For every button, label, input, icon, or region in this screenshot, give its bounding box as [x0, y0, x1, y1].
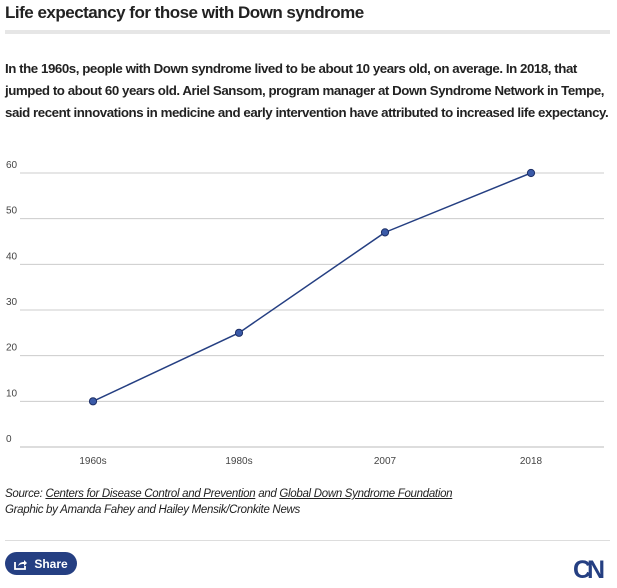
y-tick-label: 60 — [6, 160, 18, 171]
y-tick-label: 50 — [6, 206, 18, 217]
title-divider — [5, 30, 610, 34]
gdsf-link[interactable]: Global Down Syndrome Foundation — [279, 488, 453, 500]
credit-line: Graphic by Amanda Fahey and Hailey Mensi… — [5, 504, 300, 516]
x-tick-label: 1960s — [79, 456, 106, 467]
source-and: and — [255, 488, 280, 500]
y-tick-label: 30 — [6, 297, 18, 308]
data-point — [380, 228, 390, 237]
share-icon — [14, 559, 28, 570]
line-chart: 0 10 20 30 40 50 60 1960s 1980s 2007 2018 — [6, 160, 604, 467]
chart-title: Life expectancy for those with Down synd… — [5, 3, 364, 22]
data-point — [88, 397, 98, 406]
series-line — [92, 172, 532, 403]
x-tick-label: 1980s — [225, 456, 252, 467]
source-note: Source: Centers for Disease Control and … — [5, 486, 453, 518]
data-point — [234, 328, 244, 337]
x-tick-label: 2007 — [374, 456, 397, 467]
x-tick-label: 2018 — [520, 456, 543, 467]
y-tick-label: 10 — [6, 388, 18, 399]
data-point — [526, 168, 536, 178]
cronkite-news-logo: CN — [573, 556, 605, 584]
y-tick-label: 40 — [6, 251, 18, 262]
y-tick-label: 20 — [6, 343, 18, 354]
share-label: Share — [34, 556, 68, 571]
chart-description: In the 1960s, people with Down syndrome … — [5, 61, 609, 120]
y-tick-label: 0 — [6, 434, 12, 445]
share-button[interactable]: Share — [5, 552, 77, 575]
cdc-link[interactable]: Centers for Disease Control and Preventi… — [45, 488, 256, 500]
footer-divider — [5, 540, 610, 541]
source-prefix: Source: — [5, 488, 46, 500]
